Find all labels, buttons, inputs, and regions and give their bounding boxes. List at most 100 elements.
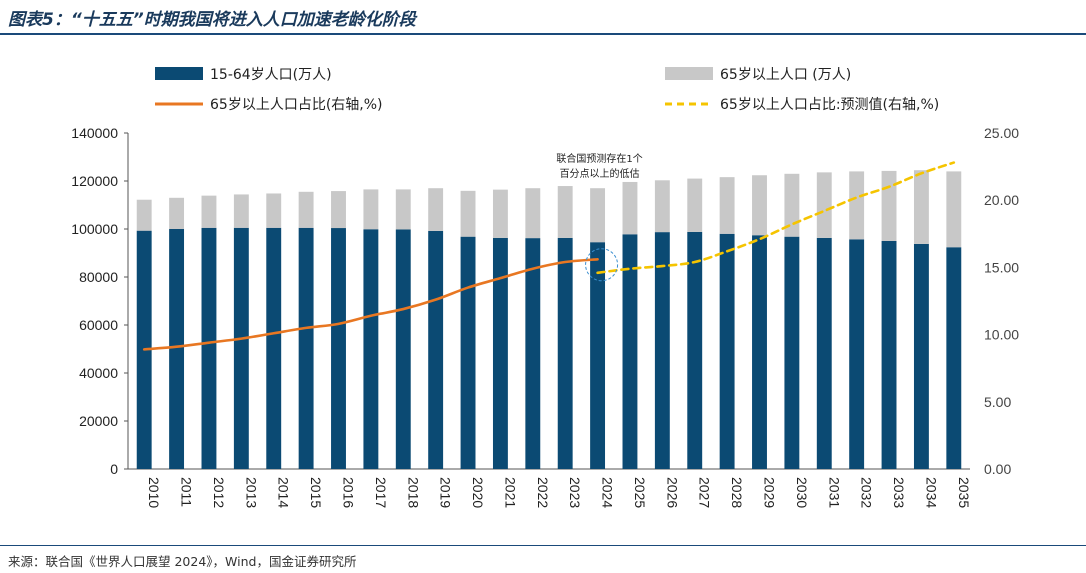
- x-tick-label: 2012: [211, 477, 227, 508]
- bar-elderly-2021: [492, 189, 508, 238]
- y-left-tick-label: 80000: [79, 269, 118, 285]
- bar-elderly-2017: [363, 189, 379, 230]
- bar-elderly-2015: [298, 191, 314, 228]
- bar-working-age-2013: [233, 227, 249, 469]
- x-tick-label: 2026: [664, 477, 680, 508]
- bar-elderly-2014: [266, 193, 282, 228]
- y-left-tick-label: 40000: [79, 365, 118, 381]
- bar-working-age-2017: [363, 229, 379, 469]
- axes-group: [124, 132, 970, 470]
- y-right-tick-label: 5.00: [984, 394, 1011, 410]
- x-tick-label: 2017: [373, 477, 389, 508]
- bar-elderly-2022: [525, 188, 541, 239]
- x-tick-label: 2022: [535, 477, 551, 508]
- x-tick-label: 2023: [567, 477, 583, 508]
- bar-elderly-2032: [849, 171, 865, 240]
- bar-elderly-2016: [331, 191, 346, 229]
- chart-title: 图表5：“十五五”时期我国将进入人口加速老龄化阶段: [8, 10, 416, 30]
- x-tick-label: 2035: [956, 477, 972, 508]
- bar-working-age-2014: [266, 227, 282, 469]
- bar-working-age-2021: [492, 237, 508, 469]
- bar-elderly-2029: [752, 175, 767, 236]
- x-tick-label: 2029: [762, 477, 778, 508]
- x-tick-label: 2034: [923, 477, 939, 508]
- y-right-tick-label: 20.00: [984, 192, 1019, 208]
- bar-working-age-2034: [913, 243, 929, 469]
- bar-working-age-2035: [946, 247, 962, 469]
- x-tick-label: 2033: [891, 477, 907, 508]
- bars-group: [136, 170, 962, 469]
- footer-divider: [0, 545, 1086, 546]
- y-left-tick-label: 100000: [71, 221, 118, 237]
- legend-group: 15-64岁人口(万人) 65岁以上人口 (万人) 65岁以上人口占比(右轴,%) 6…: [155, 67, 939, 113]
- bar-elderly-2031: [816, 172, 832, 238]
- bar-working-age-2028: [719, 233, 735, 469]
- bar-working-age-2025: [622, 234, 638, 469]
- x-tick-label: 2027: [697, 477, 713, 508]
- y-left-tick-label: 120000: [71, 173, 118, 189]
- bar-elderly-2023: [557, 186, 573, 238]
- bar-working-age-2019: [428, 230, 444, 469]
- bar-working-age-2016: [331, 228, 346, 469]
- bar-elderly-2030: [784, 173, 800, 237]
- x-tick-label: 2032: [859, 477, 875, 508]
- y-left-tick-label: 140000: [71, 125, 118, 141]
- annotation-circle: [585, 248, 619, 282]
- legend-label: 65岁以上人口占比(右轴,%): [210, 97, 383, 113]
- lines-group: [142, 161, 956, 351]
- bar-working-age-2029: [752, 235, 767, 469]
- bar-working-age-2020: [460, 236, 476, 469]
- line-elderly-share-forecast: [596, 161, 956, 275]
- annotation-text: 联合国预测存在1个: [556, 152, 642, 165]
- y-right-tick-label: 25.00: [984, 125, 1019, 141]
- legend-label: 65岁以上人口 (万人): [720, 67, 851, 83]
- x-tick-label: 2013: [243, 477, 259, 508]
- title-divider: [0, 33, 1086, 35]
- bar-working-age-2011: [169, 229, 185, 469]
- bar-working-age-2024: [590, 242, 606, 469]
- bar-elderly-2012: [201, 195, 217, 228]
- bar-elderly-2019: [428, 188, 444, 231]
- bar-elderly-2018: [395, 189, 411, 230]
- legend-swatch: [155, 67, 203, 80]
- x-tick-label: 2015: [308, 477, 324, 508]
- bar-elderly-2026: [654, 180, 670, 233]
- bar-working-age-2027: [687, 231, 703, 469]
- bar-working-age-2032: [849, 239, 865, 469]
- x-tick-label: 2018: [405, 477, 421, 508]
- bar-elderly-2025: [622, 181, 638, 235]
- bar-working-age-2031: [816, 237, 832, 469]
- bar-elderly-2034: [913, 170, 929, 244]
- y-left-tick-label: 20000: [79, 413, 118, 429]
- bar-working-age-2026: [654, 232, 670, 469]
- annotation-text: 百分点以上的低估: [560, 167, 640, 180]
- ticks-group: 0 20000 40000 60000 80000 100000 120000 140000 0…: [71, 125, 1019, 508]
- bar-elderly-2020: [460, 190, 476, 237]
- y-left-tick-label: 0: [110, 461, 118, 477]
- bar-elderly-2024: [590, 188, 606, 243]
- x-tick-label: 2030: [794, 477, 810, 508]
- bar-elderly-2028: [719, 177, 735, 234]
- bar-working-age-2022: [525, 238, 541, 469]
- bar-working-age-2015: [298, 227, 314, 469]
- source-note: 来源：联合国《世界人口展望 2024》，Wind，国金证券研究所: [8, 554, 357, 569]
- bar-working-age-2033: [881, 241, 897, 469]
- x-tick-label: 2031: [826, 477, 842, 508]
- bar-elderly-2011: [169, 197, 185, 229]
- x-tick-label: 2016: [341, 477, 357, 508]
- legend-label: 65岁以上人口占比:预测值(右轴,%): [720, 97, 939, 113]
- x-tick-label: 2010: [146, 477, 162, 508]
- bar-elderly-2013: [233, 194, 249, 228]
- x-tick-label: 2011: [179, 477, 195, 507]
- y-left-tick-label: 60000: [79, 317, 118, 333]
- x-tick-label: 2028: [729, 477, 745, 508]
- bar-elderly-2033: [881, 170, 897, 241]
- bar-elderly-2035: [946, 171, 962, 248]
- bar-working-age-2023: [557, 237, 573, 469]
- line-elderly-share: [142, 258, 599, 351]
- bar-elderly-2027: [687, 178, 703, 232]
- y-right-tick-label: 0.00: [984, 461, 1011, 477]
- x-tick-label: 2020: [470, 477, 486, 508]
- x-tick-label: 2014: [276, 477, 292, 508]
- x-tick-label: 2024: [600, 477, 616, 508]
